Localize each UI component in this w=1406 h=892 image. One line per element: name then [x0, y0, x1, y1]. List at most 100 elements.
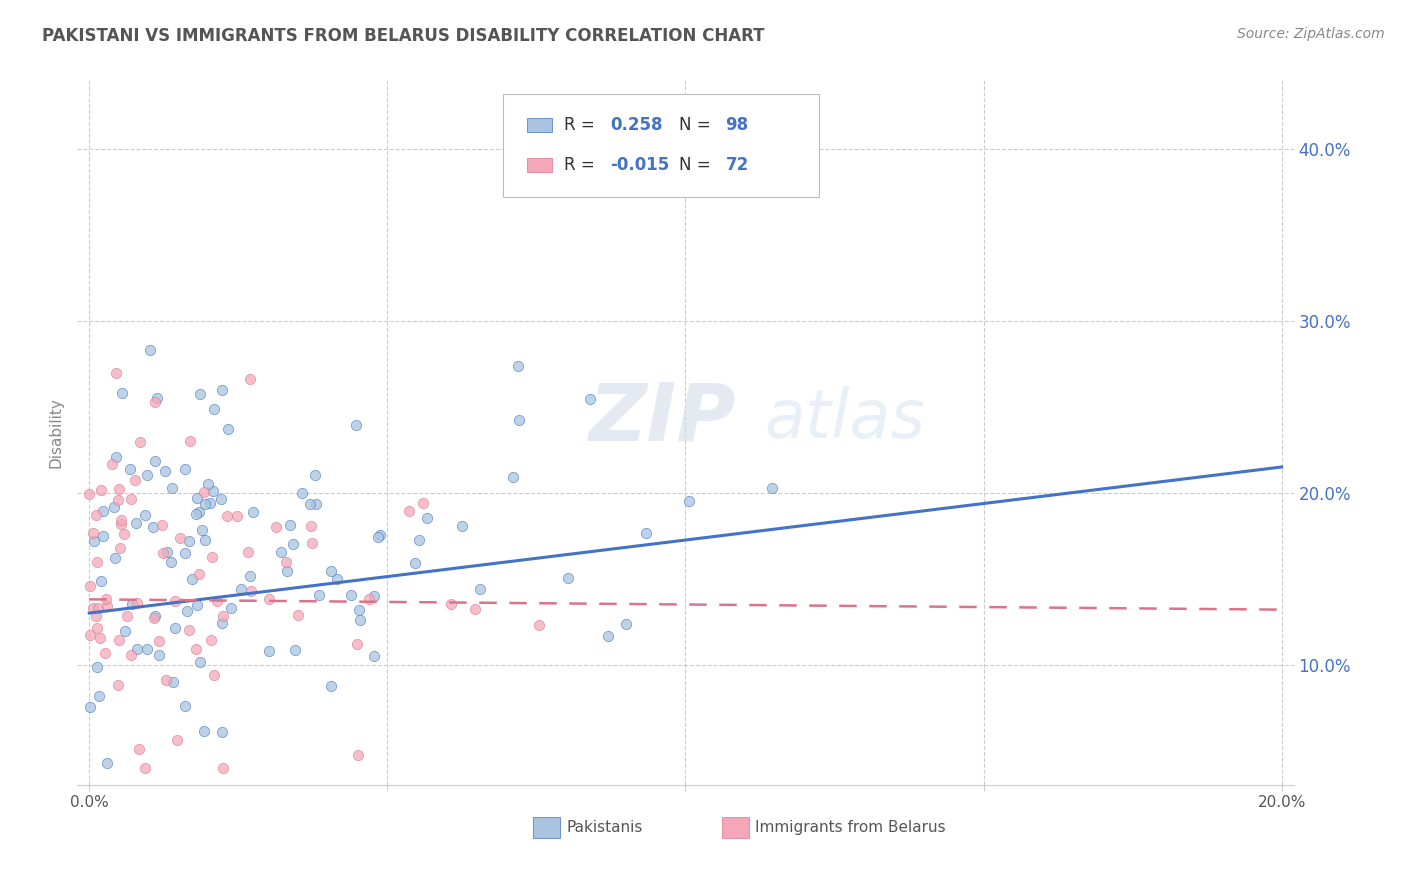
Point — [212, 761, 235, 775]
Point — [598, 629, 620, 643]
Bar — [721, 817, 748, 838]
Point — [468, 582, 491, 596]
Text: atlas: atlas — [765, 385, 925, 451]
Point — [344, 417, 367, 432]
Point — [264, 520, 287, 534]
Point — [153, 464, 176, 478]
Point — [236, 545, 259, 559]
Point — [181, 572, 204, 586]
Point — [634, 525, 657, 540]
Point — [163, 621, 186, 635]
Point — [211, 383, 233, 397]
Point — [276, 565, 298, 579]
Point — [186, 598, 208, 612]
Point — [128, 742, 150, 756]
Point — [134, 508, 156, 523]
Point — [142, 520, 165, 534]
Point — [86, 508, 108, 523]
Point — [79, 699, 101, 714]
Point — [578, 392, 600, 407]
Point — [451, 519, 474, 533]
Point — [107, 678, 129, 692]
Point — [86, 555, 108, 569]
Point — [184, 507, 207, 521]
Point — [176, 604, 198, 618]
Point — [125, 596, 148, 610]
Text: Immigrants from Belarus: Immigrants from Belarus — [755, 820, 945, 835]
Point — [173, 461, 195, 475]
Point — [143, 395, 166, 409]
Point — [83, 534, 105, 549]
Point — [557, 571, 579, 585]
Point — [96, 756, 118, 770]
Point — [84, 609, 107, 624]
Point — [346, 637, 368, 651]
Point — [96, 599, 118, 614]
Point — [91, 504, 114, 518]
Point — [202, 402, 225, 417]
Point — [301, 535, 323, 549]
Text: ZIP: ZIP — [588, 379, 735, 458]
Point — [239, 569, 262, 583]
Point — [162, 675, 184, 690]
Point — [169, 531, 191, 545]
Point — [194, 533, 217, 548]
Point — [211, 608, 233, 623]
Point — [148, 648, 170, 663]
Point — [107, 493, 129, 508]
Point — [150, 518, 173, 533]
Point — [347, 747, 370, 762]
Point — [347, 602, 370, 616]
Point — [166, 733, 188, 747]
Text: -0.015: -0.015 — [610, 156, 669, 174]
Point — [284, 643, 307, 657]
Point — [215, 508, 238, 523]
Point — [127, 642, 149, 657]
Point — [205, 594, 228, 608]
Point — [145, 391, 167, 405]
Point — [508, 413, 530, 427]
Point — [136, 468, 159, 483]
Point — [412, 496, 434, 510]
Point — [139, 343, 162, 357]
FancyBboxPatch shape — [503, 95, 820, 196]
Point — [340, 588, 363, 602]
Text: N =: N = — [679, 156, 711, 174]
Point — [82, 525, 104, 540]
Point — [160, 482, 183, 496]
Point — [179, 434, 201, 448]
Point — [174, 698, 197, 713]
Point — [134, 761, 156, 775]
Point — [188, 655, 211, 669]
Point — [239, 372, 262, 386]
Point — [363, 649, 385, 664]
Point — [464, 602, 486, 616]
Point — [326, 572, 349, 586]
Point — [194, 497, 217, 511]
Point — [299, 497, 322, 511]
Point — [193, 723, 215, 738]
Point — [200, 549, 222, 564]
Point — [114, 624, 136, 639]
Point — [163, 594, 186, 608]
Point — [112, 527, 135, 541]
Point — [415, 511, 437, 525]
Point — [110, 513, 132, 527]
Point — [198, 495, 221, 509]
Point — [143, 454, 166, 468]
Point — [93, 528, 115, 542]
Point — [404, 556, 426, 570]
Point — [257, 592, 280, 607]
Text: N =: N = — [679, 116, 711, 134]
Point — [121, 597, 143, 611]
Point — [155, 673, 177, 687]
Point — [191, 523, 214, 537]
Point — [367, 530, 389, 544]
Point — [321, 679, 343, 693]
Point — [120, 462, 142, 476]
Point — [124, 474, 146, 488]
Text: 72: 72 — [725, 156, 749, 174]
Point — [287, 608, 309, 623]
Point — [349, 613, 371, 627]
Point — [242, 505, 264, 519]
